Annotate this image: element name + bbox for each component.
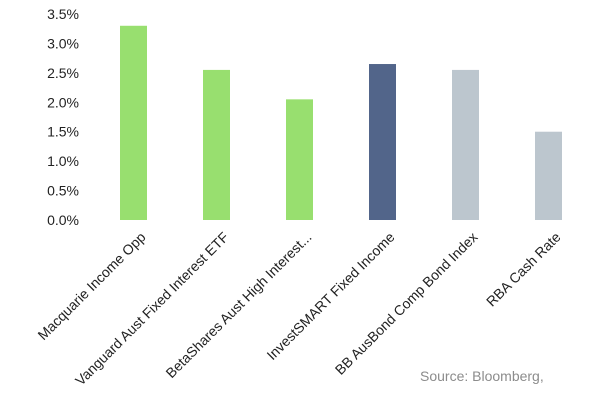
bar xyxy=(203,69,230,221)
y-tick-label: 3.5% xyxy=(47,6,79,22)
source-note: Source: Bloomberg, xyxy=(420,368,544,384)
bars xyxy=(120,25,562,221)
bar xyxy=(286,99,313,220)
bar xyxy=(535,131,562,220)
x-tick-label: BB AusBond Comp Bond Index xyxy=(332,229,481,378)
y-tick-label: 1.5% xyxy=(47,124,79,140)
y-tick-label: 2.0% xyxy=(47,94,79,110)
bar xyxy=(120,25,147,221)
bar xyxy=(369,64,396,221)
y-tick-label: 3.0% xyxy=(47,35,79,51)
x-tick-label: Vanguard Aust Fixed Interest ETF xyxy=(72,229,232,389)
bar xyxy=(452,69,479,221)
y-tick-label: 0.5% xyxy=(47,183,79,199)
x-tick-label: BetaShares Aust High Interest... xyxy=(162,229,314,381)
y-axis: 0.0% 0.5% 1.0% 1.5% 2.0% 2.5% 3.0% 3.5% xyxy=(47,6,79,228)
y-tick-label: 2.5% xyxy=(47,65,79,81)
y-tick-label: 1.0% xyxy=(47,153,79,169)
x-tick-label: RBA Cash Rate xyxy=(483,229,564,310)
y-tick-label: 0.0% xyxy=(47,212,79,228)
